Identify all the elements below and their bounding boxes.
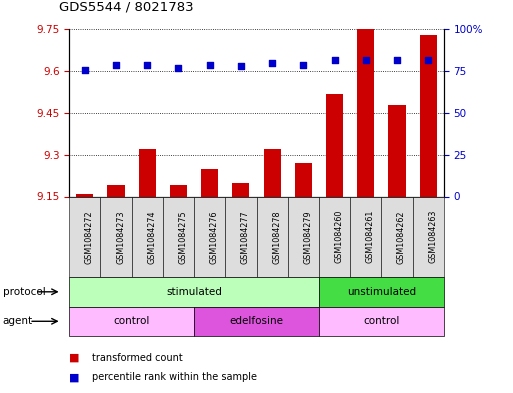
Text: protocol: protocol (3, 287, 45, 297)
Text: unstimulated: unstimulated (347, 287, 416, 297)
Text: ■: ■ (69, 372, 80, 382)
Text: GSM1084277: GSM1084277 (241, 210, 250, 264)
Point (206, 61, 214, 68)
Point (112, 61, 120, 68)
Bar (201, 169, 218, 196)
Text: GSM1084278: GSM1084278 (272, 210, 281, 264)
Bar (388, 105, 405, 196)
Text: percentile rank within the sample: percentile rank within the sample (92, 372, 258, 382)
Text: transformed count: transformed count (92, 353, 183, 363)
Text: GSM1084275: GSM1084275 (179, 210, 187, 264)
Bar (76, 194, 93, 196)
Bar (295, 163, 312, 196)
Bar (420, 35, 437, 197)
Text: control: control (363, 316, 400, 326)
Text: GSM1084274: GSM1084274 (147, 210, 156, 264)
Bar (357, 29, 374, 196)
Point (268, 60, 276, 66)
Point (362, 57, 370, 63)
Text: GDS5544 / 8021783: GDS5544 / 8021783 (59, 1, 193, 14)
Text: GSM1084262: GSM1084262 (397, 210, 406, 264)
Bar (264, 149, 281, 196)
Point (299, 61, 307, 68)
Point (237, 63, 245, 69)
Text: GSM1084276: GSM1084276 (210, 210, 219, 264)
Text: control: control (113, 316, 150, 326)
Text: edelfosine: edelfosine (229, 316, 284, 326)
Text: GSM1084273: GSM1084273 (116, 210, 125, 264)
Point (81, 66, 89, 73)
Point (143, 61, 151, 68)
Point (424, 57, 432, 63)
Text: GSM1084263: GSM1084263 (428, 210, 437, 263)
Text: GSM1084279: GSM1084279 (303, 210, 312, 264)
Bar (170, 185, 187, 196)
Text: ■: ■ (69, 353, 80, 363)
Point (174, 65, 183, 71)
Text: GSM1084272: GSM1084272 (85, 210, 94, 264)
Bar (326, 94, 343, 196)
Point (393, 57, 401, 63)
Text: GSM1084260: GSM1084260 (334, 210, 344, 263)
Text: GSM1084261: GSM1084261 (366, 210, 374, 263)
Bar (139, 149, 156, 196)
Text: agent: agent (3, 316, 33, 326)
Text: stimulated: stimulated (166, 287, 222, 297)
Bar (108, 185, 125, 196)
Bar (232, 183, 249, 196)
Point (330, 57, 339, 63)
